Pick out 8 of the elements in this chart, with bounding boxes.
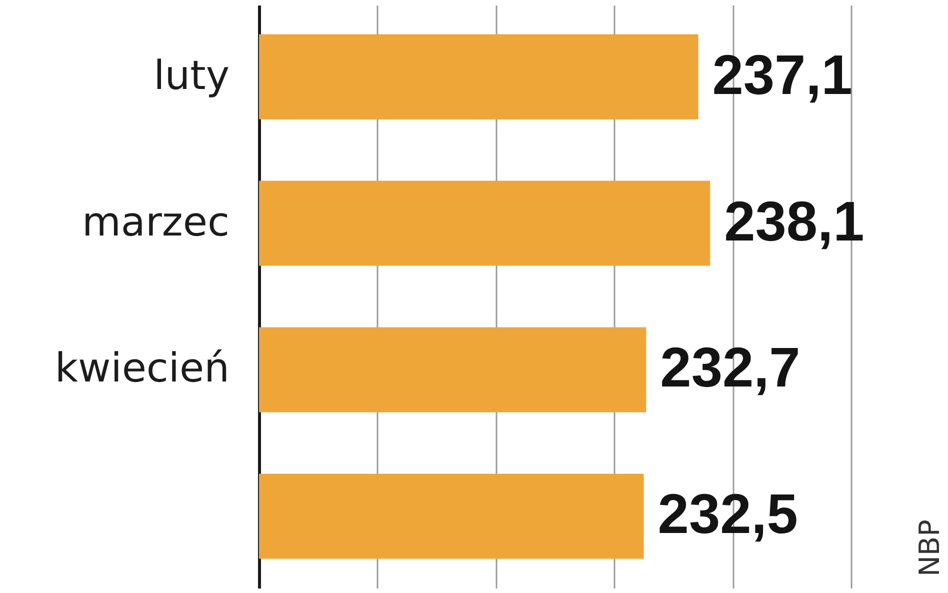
data-label: 232,5 [658,482,798,546]
text: NBP [913,519,946,577]
y-tick-label: luty [154,52,230,99]
data-label: 237,1 [712,42,852,106]
data-label: 238,1 [724,189,864,252]
y-tick-label: marzec [82,199,230,246]
data-label: 232,7 [660,336,800,399]
y-tick-label: kwiecień [54,346,230,392]
